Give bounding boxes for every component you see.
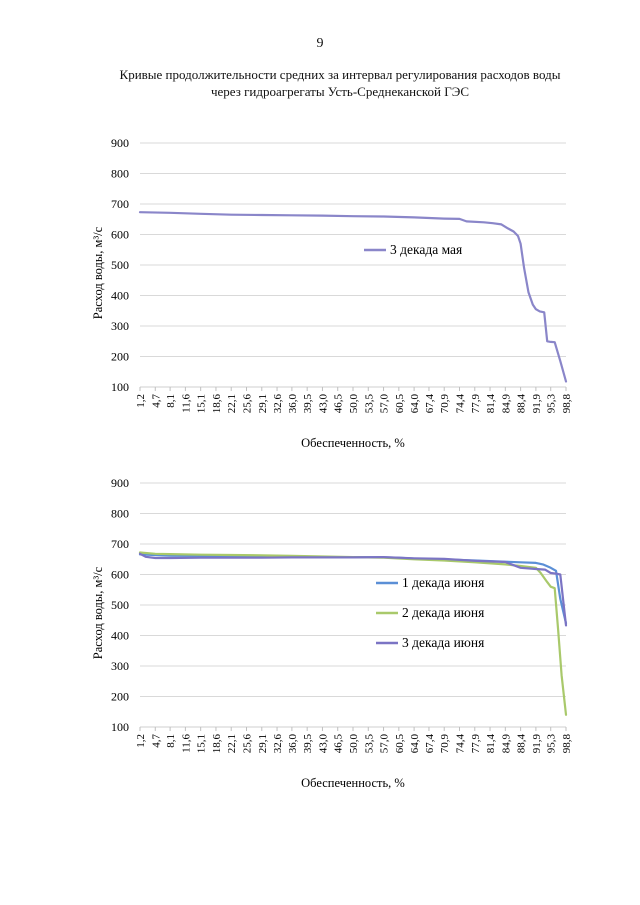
legend-label: 3 декада мая [390,242,462,257]
x-tick-label: 29,1 [257,734,269,753]
y-tick-label: 700 [111,197,129,211]
document-title: Кривые продолжительности средних за инте… [90,66,590,100]
x-tick-label: 57,0 [379,734,391,754]
x-tick-label: 88,4 [516,734,528,754]
y-tick-label: 200 [111,350,129,364]
page-number: 9 [316,36,324,51]
x-tick-label: 50,0 [348,734,360,754]
y-tick-label: 100 [111,380,129,394]
x-tick-label: 4,7 [150,734,162,748]
x-tick-label: 11,6 [180,734,192,753]
x-tick-label: 43,0 [317,394,329,414]
y-tick-label: 800 [111,167,129,181]
x-axis-title: Обеспеченность, % [301,776,405,790]
x-tick-label: 81,4 [485,394,497,414]
x-tick-label: 15,1 [196,394,208,413]
x-tick-label: 46,5 [333,394,345,414]
x-tick-label: 98,8 [561,394,573,414]
y-tick-label: 600 [111,228,129,242]
x-tick-label: 4,7 [150,394,162,408]
x-tick-label: 18,6 [211,394,223,414]
x-tick-label: 53,5 [363,734,375,754]
x-tick-label: 53,5 [363,394,375,414]
x-tick-label: 39,5 [302,394,314,414]
x-tick-label: 39,5 [302,734,314,754]
series-line-0 [138,211,568,383]
x-tick-label: 70,9 [439,394,451,414]
x-tick-label: 32,6 [272,734,284,754]
x-tick-label: 84,9 [500,734,512,754]
y-tick-label: 900 [111,136,129,150]
chart-june-decades: 100 200 300 400 500 600 700 800 900 1,2 4,7 8,1 11,6… [91,476,573,790]
x-tick-label: 1,2 [135,734,147,748]
x-axis-title: Обеспеченность, % [301,436,405,450]
x-tick-label: 74,4 [455,734,467,754]
x-tick-label: 29,1 [257,394,269,413]
x-tick-label: 8,1 [165,394,177,408]
x-tick-label: 98,8 [561,734,573,754]
x-tick-label: 32,6 [272,394,284,414]
x-tick-label: 95,3 [546,394,558,414]
x-tick-label: 50,0 [348,394,360,414]
chart-may-decade-3: 100 200 300 400 500 600 700 800 900 1,2 4,7 8,1 11,6… [91,136,573,450]
x-tick-label: 91,9 [531,734,543,754]
x-tick-label: 36,0 [287,734,299,754]
x-tick-label: 22,1 [226,734,238,753]
legend-label: 1 декада июня [402,575,484,590]
x-tick-label: 18,6 [211,734,223,754]
y-axis-title: Расход воды, м³/с [91,226,105,319]
x-tick-label: 64,0 [409,394,421,414]
y-tick-label: 300 [111,319,129,333]
y-tick-label: 100 [111,720,129,734]
x-tick-label: 46,5 [333,734,345,754]
x-tick-label: 11,6 [180,394,192,413]
y-axis-title: Расход воды, м³/с [91,566,105,659]
y-tick-label: 400 [111,289,129,303]
x-tick-label: 81,4 [485,734,497,754]
legend-label: 3 декада июня [402,635,484,650]
x-tick-label: 95,3 [546,734,558,754]
x-tick-label: 74,4 [455,394,467,414]
x-tick-label: 15,1 [196,734,208,753]
x-tick-label: 57,0 [379,394,391,414]
series-line-2 [138,552,568,627]
y-tick-label: 600 [111,568,129,582]
x-tick-label: 43,0 [317,734,329,754]
y-tick-label: 300 [111,659,129,673]
y-tick-label: 700 [111,537,129,551]
x-tick-label: 8,1 [165,734,177,748]
y-tick-label: 200 [111,690,129,704]
x-tick-label: 67,4 [424,734,436,754]
x-tick-label: 91,9 [531,394,543,414]
x-tick-label: 25,6 [242,734,254,754]
title-line-1: Кривые продолжительности средних за инте… [119,67,561,82]
x-tick-label: 67,4 [424,394,436,414]
x-tick-label: 22,1 [226,394,238,413]
x-tick-label: 88,4 [516,394,528,414]
x-tick-label: 25,6 [242,394,254,414]
y-tick-label: 400 [111,629,129,643]
y-tick-label: 500 [111,258,129,272]
x-tick-label: 70,9 [439,734,451,754]
x-tick-label: 60,5 [394,394,406,414]
x-tick-label: 77,9 [470,734,482,754]
y-tick-label: 800 [111,507,129,521]
y-tick-label: 900 [111,476,129,490]
x-tick-label: 36,0 [287,394,299,414]
x-tick-label: 60,5 [394,734,406,754]
x-tick-label: 1,2 [135,394,147,408]
x-tick-label: 84,9 [500,394,512,414]
series-line-1 [138,551,568,716]
legend-label: 2 декада июня [402,605,484,620]
x-tick-label: 64,0 [409,734,421,754]
title-line-2: через гидроагрегаты Усть-Среднеканской Г… [210,84,470,99]
y-tick-label: 500 [111,598,129,612]
x-tick-label: 77,9 [470,394,482,414]
